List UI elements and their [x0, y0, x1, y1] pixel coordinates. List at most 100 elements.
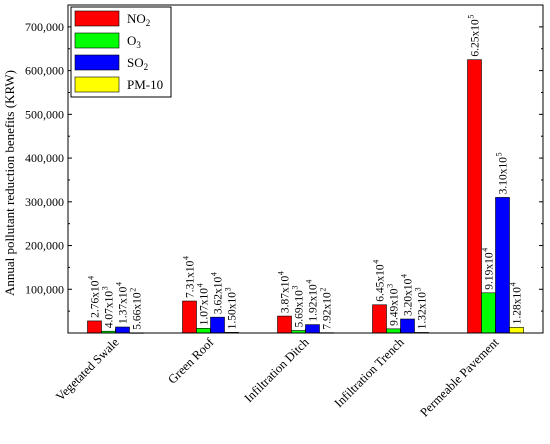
bar [386, 328, 401, 334]
data-label-mantissa: 7.92x10 [322, 292, 334, 330]
data-label-mantissa: 1.50x10 [227, 292, 239, 330]
data-label-exponent: 4 [115, 282, 124, 286]
data-label-exponent: 4 [277, 271, 286, 275]
legend-label: O3 [127, 33, 141, 50]
data-label-mantissa: 6.25x10 [470, 19, 482, 57]
data-label-exponent: 5 [495, 152, 504, 156]
data-label-mantissa: 9.49x10 [389, 288, 401, 326]
data-label-mantissa: 7.31x10 [185, 260, 197, 298]
data-label-exponent: 3 [224, 287, 233, 291]
bar [210, 316, 225, 334]
data-label-mantissa: 6.45x10 [375, 264, 387, 302]
x-tick-label: Infiltration Ditch [242, 335, 313, 406]
y-tick-label: 400,000 [25, 151, 64, 165]
bar [372, 304, 387, 334]
data-label-mantissa: 1.92x10 [308, 284, 320, 322]
data-label-exponent: 2 [129, 288, 138, 292]
data-label-mantissa: 3.10x10 [498, 157, 510, 195]
bar [400, 318, 415, 334]
data-label-mantissa: 3.20x10 [403, 278, 415, 316]
data-label-mantissa: 5.66x10 [132, 292, 144, 330]
data-label-exponent: 3 [291, 286, 300, 290]
bar [182, 300, 197, 334]
y-tick-label: 200,000 [25, 239, 64, 253]
data-label-exponent: 3 [414, 287, 423, 291]
x-tick-label: Vegetated Swale [53, 335, 122, 404]
bar [481, 292, 496, 334]
y-tick-label: 100,000 [25, 282, 64, 296]
legend-swatch [74, 54, 120, 71]
legend-label: SO2 [127, 55, 148, 72]
data-label-exponent: 4 [196, 283, 205, 287]
y-tick-label: 500,000 [25, 107, 64, 121]
bar [305, 324, 320, 334]
data-label-mantissa: 3.87x10 [280, 275, 292, 313]
y-tick-label: 300,000 [25, 195, 64, 209]
x-tick-label: Green Roof [165, 335, 217, 387]
data-label-exponent: 4 [372, 260, 381, 264]
data-label-mantissa: 5.69x10 [294, 290, 306, 328]
data-label-exponent: 4 [400, 274, 409, 278]
data-label-mantissa: 1.07x10 [199, 288, 211, 326]
y-tick-label: 600,000 [25, 64, 64, 78]
legend-label: PM-10 [127, 77, 163, 92]
data-label-exponent: 4 [210, 272, 219, 276]
y-tick-label: 700,000 [25, 20, 64, 34]
x-tick-label: Infiltration Trench [332, 335, 407, 410]
legend: NO2 O3 SO2 PM-10 [70, 6, 172, 98]
data-label-mantissa: 4.07x10 [104, 291, 116, 329]
bar [495, 197, 510, 334]
y-axis-title: Annual pollutant reduction benefits (KRW… [2, 70, 17, 296]
data-label-exponent: 5 [467, 15, 476, 19]
legend-label: NO2 [127, 11, 150, 28]
data-label-exponent: 4 [305, 280, 314, 284]
bars-layer [87, 59, 524, 334]
data-label-exponent: 3 [386, 284, 395, 288]
data-label-mantissa: 9.19x10 [484, 252, 496, 290]
x-tick-label: Permeable Pavement [417, 335, 502, 420]
bar [115, 326, 130, 334]
data-label-mantissa: 2.76x10 [90, 280, 102, 318]
bar [467, 59, 482, 334]
data-label-exponent: 4 [182, 256, 191, 260]
legend-swatch [74, 76, 120, 93]
bar [87, 320, 102, 334]
data-label-exponent: 4 [481, 248, 490, 252]
data-label-mantissa: 3.62x10 [213, 277, 225, 315]
bar [196, 328, 211, 334]
data-label-exponent: 3 [101, 286, 110, 290]
data-label-mantissa: 1.37x10 [118, 286, 130, 324]
bar [277, 315, 292, 334]
data-label-mantissa: 1.28x10 [512, 287, 524, 325]
legend-swatch [74, 10, 120, 27]
data-label-exponent: 4 [509, 282, 518, 286]
data-label-mantissa: 1.32x10 [417, 292, 429, 330]
data-label-exponent: 4 [87, 276, 96, 280]
bar [509, 327, 524, 334]
legend-swatch [74, 32, 120, 49]
data-label-exponent: 2 [319, 288, 328, 292]
